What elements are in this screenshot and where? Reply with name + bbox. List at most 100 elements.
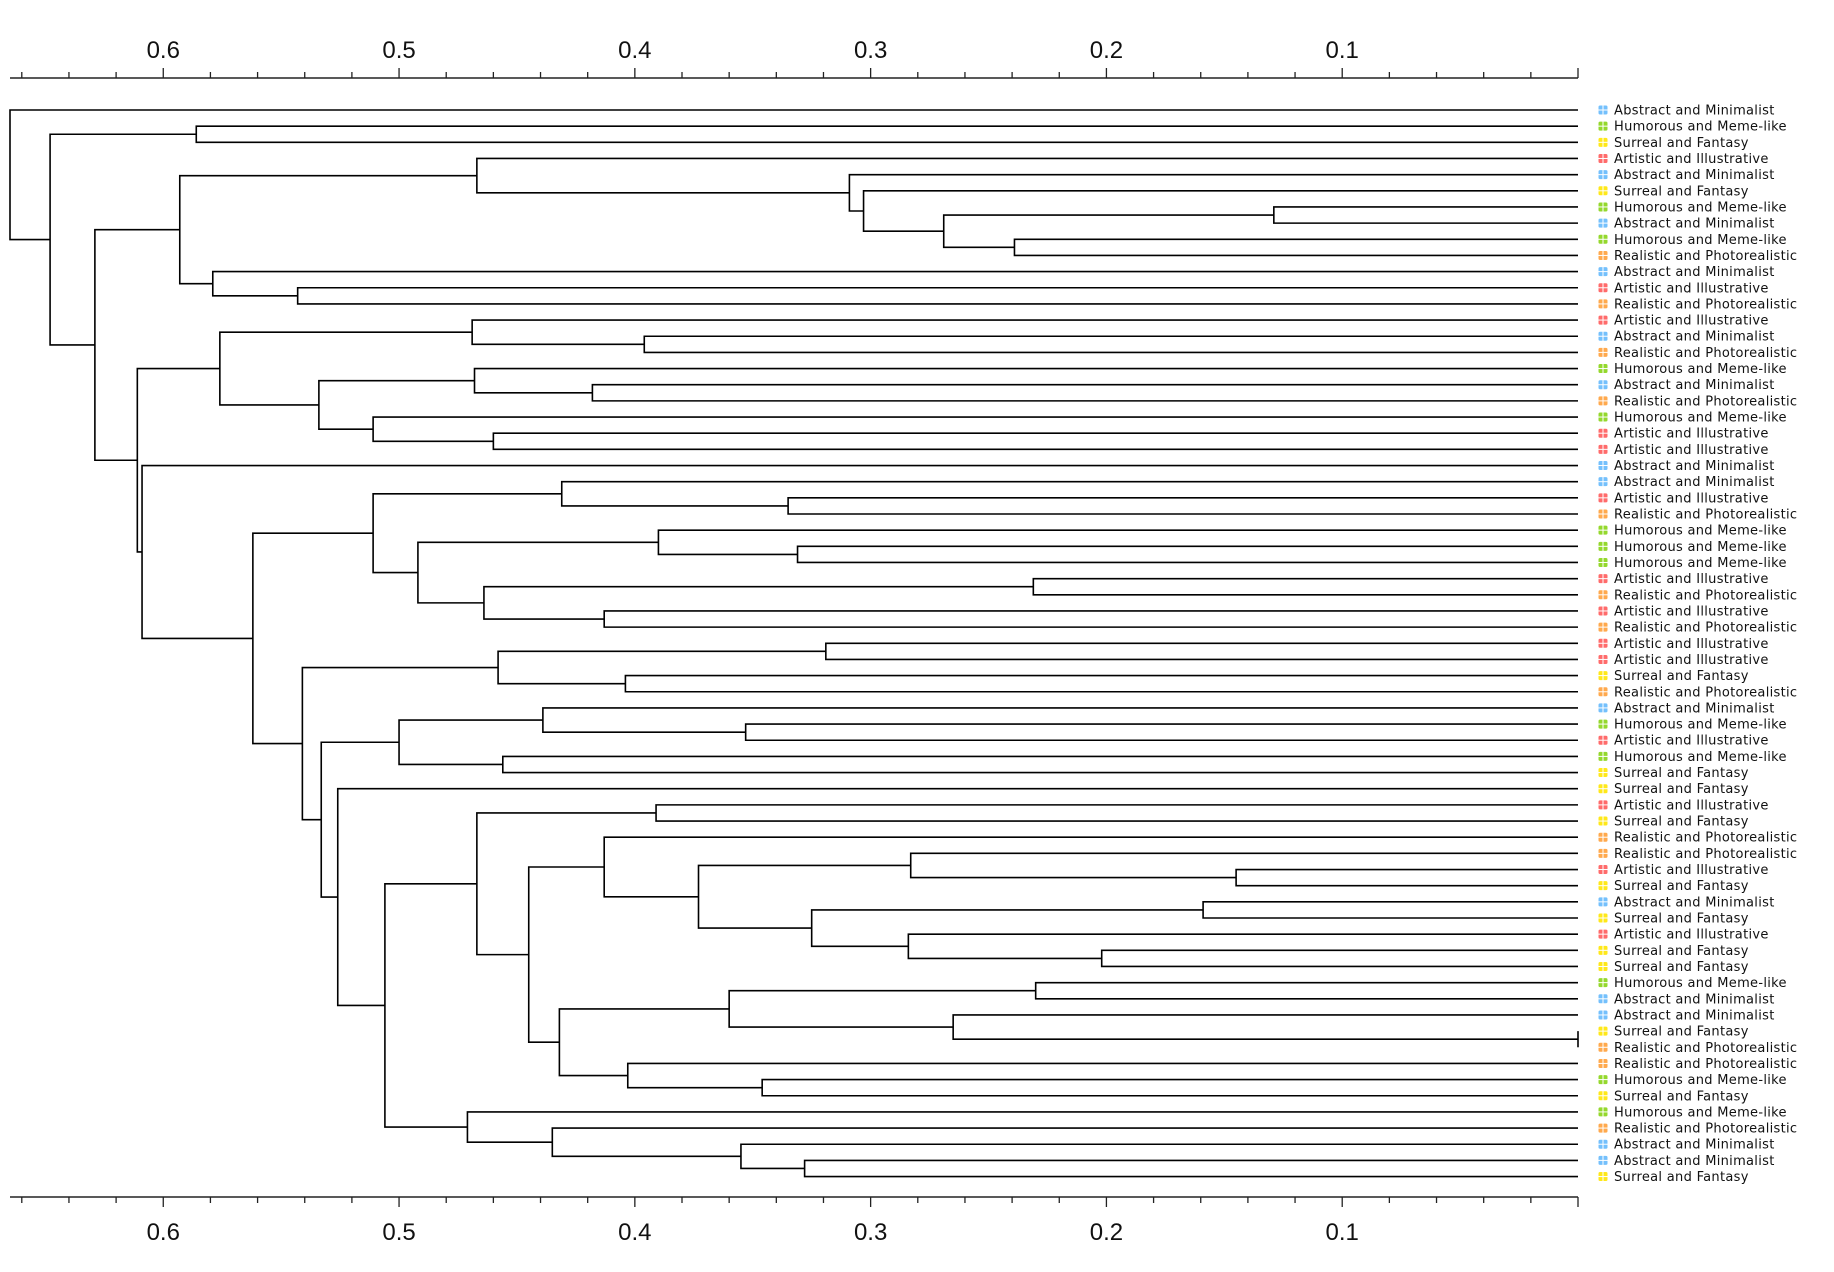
dendrogram-branch (9, 109, 1578, 241)
leaf-item: Surreal and Fantasy (1597, 1025, 1749, 1040)
leaf-item: Abstract and Minimalist (1597, 895, 1775, 910)
top-axis: 0.6 0.5 0.4 0.3 0.2 0.1 (10, 37, 1579, 79)
dendrogram-branch (787, 497, 1578, 515)
dendrogram-branch (252, 532, 374, 745)
dendrogram-branch (697, 864, 911, 929)
leaf-item: Surreal and Fantasy (1597, 766, 1749, 781)
leaf-label: Abstract and Minimalist (1614, 378, 1775, 393)
leaf-label: Humorous and Meme-like (1614, 750, 1787, 765)
tick-label: 0.4 (618, 1219, 651, 1246)
leaf-label: Artistic and Illustrative (1614, 734, 1769, 749)
leaf-item: Surreal and Fantasy (1597, 1170, 1749, 1185)
leaf-item: Humorous and Meme-like (1597, 233, 1787, 248)
tick-label: 0.5 (382, 1219, 415, 1246)
dendrogram-branch (591, 383, 1578, 402)
leaf-label: Surreal and Fantasy (1614, 879, 1749, 894)
dendrogram-branch (471, 319, 1578, 346)
dendrogram-branch (862, 190, 1578, 232)
dendrogram-branch (492, 432, 1578, 451)
dendrogram-branch (136, 367, 220, 553)
leaf-label: Realistic and Photorealistic (1614, 508, 1797, 523)
leaf-item: Abstract and Minimalist (1597, 378, 1775, 393)
leaf-label: Surreal and Fantasy (1614, 1170, 1749, 1185)
dendrogram-branch (848, 173, 1578, 212)
dendrogram-branch (372, 493, 562, 574)
leaf-item: Abstract and Minimalist (1597, 330, 1774, 345)
dendrogram-branch (473, 367, 1578, 394)
dendrogram-branch (141, 464, 1578, 640)
leaf-item: Artistic and Illustrative (1597, 604, 1768, 619)
leaf-label: Artistic and Illustrative (1614, 637, 1769, 652)
leaf-label: Artistic and Illustrative (1614, 427, 1769, 442)
leaf-label: Humorous and Meme-like (1614, 1073, 1787, 1088)
leaf-label: Humorous and Meme-like (1614, 556, 1787, 571)
leaf-label: Realistic and Photorealistic (1614, 588, 1797, 603)
leaf-label: Abstract and Minimalist (1614, 1138, 1775, 1153)
dendrogram-branch (551, 1127, 1578, 1158)
leaf-item: Realistic and Photorealistic (1597, 588, 1797, 603)
dendrogram-branch (942, 214, 1274, 249)
dendrogram-branch (810, 909, 1204, 948)
leaf-label: Humorous and Meme-like (1614, 120, 1787, 135)
leaf-label: Realistic and Photorealistic (1614, 346, 1797, 361)
leaf-label: Abstract and Minimalist (1614, 217, 1775, 232)
leaf-item: Surreal and Fantasy (1597, 184, 1748, 199)
leaf-label: Realistic and Photorealistic (1614, 685, 1797, 700)
leaf-item: Realistic and Photorealistic (1597, 847, 1797, 862)
leaf-item: Realistic and Photorealistic (1597, 394, 1797, 409)
leaf-label: Artistic and Illustrative (1614, 152, 1769, 167)
dendrogram-branch (796, 545, 1578, 564)
leaf-label: Surreal and Fantasy (1614, 766, 1749, 781)
leaf-label: Surreal and Fantasy (1614, 1025, 1749, 1040)
leaf-label: Realistic and Photorealistic (1614, 297, 1797, 312)
leaf-item: Artistic and Illustrative (1597, 443, 1768, 458)
leaf-label: Artistic and Illustrative (1614, 928, 1769, 943)
leaf-item: Realistic and Photorealistic (1597, 685, 1797, 700)
dendrogram-branch (909, 852, 1578, 879)
dendrogram-branch (318, 379, 475, 430)
dendrogram-branch (744, 723, 1578, 742)
dendrogram-branch (398, 719, 543, 766)
leaf-item: Humorous and Meme-like (1597, 200, 1787, 215)
leaf-label: Realistic and Photorealistic (1614, 249, 1797, 264)
tick-label: 0.1 (1326, 37, 1359, 64)
dendrogram-branch (1013, 238, 1578, 257)
dendrogram-branch (466, 1111, 1578, 1144)
leaf-label: Abstract and Minimalist (1614, 895, 1775, 910)
leaf-label: Artistic and Illustrative (1614, 572, 1769, 587)
dendrogram-branch (542, 707, 1578, 733)
dendrogram-branch (527, 866, 605, 1044)
dendrogram-branch (643, 335, 1578, 354)
leaf-item: Abstract and Minimalist (1597, 168, 1774, 183)
dendrogram-branch (1235, 868, 1578, 887)
leaf-item: Abstract and Minimalist (1597, 104, 1774, 119)
dendrogram-branch (761, 1078, 1578, 1097)
leaf-item: Artistic and Illustrative (1597, 572, 1769, 587)
dendrogram-branch (483, 585, 1034, 620)
leaf-label: Humorous and Meme-like (1614, 1105, 1787, 1120)
leaf-item: Artistic and Illustrative (1597, 798, 1769, 813)
leaf-label: Artistic and Illustrative (1614, 798, 1769, 813)
dendrogram-branches (9, 109, 1579, 1178)
leaf-item: Realistic and Photorealistic (1597, 621, 1797, 636)
leaf-label: Surreal and Fantasy (1614, 815, 1749, 830)
dendrogram-branch (558, 1008, 730, 1077)
leaf-item: Surreal and Fantasy (1597, 669, 1748, 684)
leaf-item: Surreal and Fantasy (1597, 782, 1748, 797)
leaf-item: Humorous and Meme-like (1597, 556, 1787, 571)
leaf-label: Humorous and Meme-like (1614, 411, 1787, 426)
leaf-label: Abstract and Minimalist (1614, 701, 1775, 716)
leaf-label: Humorous and Meme-like (1614, 524, 1787, 539)
dendrogram-branch (907, 933, 1578, 960)
tick-label: 0.3 (854, 37, 887, 64)
dendrogram-branch (219, 331, 473, 406)
leaf-item: Humorous and Meme-like (1597, 362, 1787, 377)
dendrogram-branch (195, 125, 1578, 144)
leaf-label: Surreal and Fantasy (1614, 944, 1749, 959)
leaf-label: Abstract and Minimalist (1614, 459, 1775, 474)
tick-label: 0.3 (854, 1219, 887, 1246)
leaf-label: Abstract and Minimalist (1614, 992, 1775, 1007)
leaf-label: Artistic and Illustrative (1614, 281, 1769, 296)
leaf-item: Surreal and Fantasy (1597, 879, 1749, 894)
